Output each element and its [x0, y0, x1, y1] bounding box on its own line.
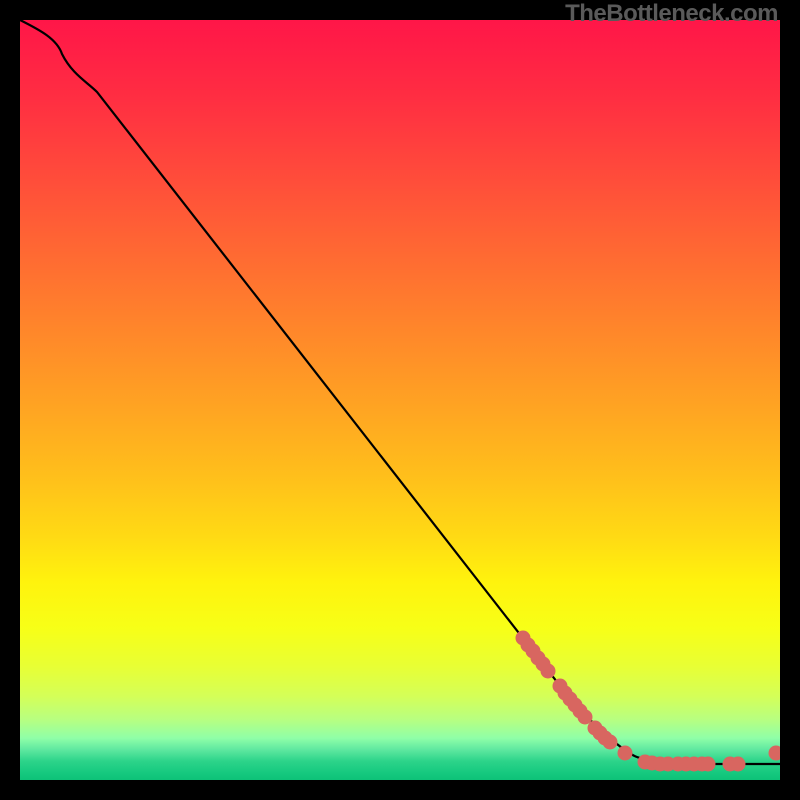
watermark-text: TheBottleneck.com — [565, 0, 778, 28]
gradient-background — [20, 20, 780, 780]
data-marker — [701, 757, 716, 772]
bottleneck-chart — [20, 20, 780, 780]
data-marker — [541, 664, 556, 679]
data-marker — [618, 746, 633, 761]
chart-svg — [20, 20, 780, 780]
data-marker — [731, 757, 746, 772]
data-marker — [603, 735, 618, 750]
